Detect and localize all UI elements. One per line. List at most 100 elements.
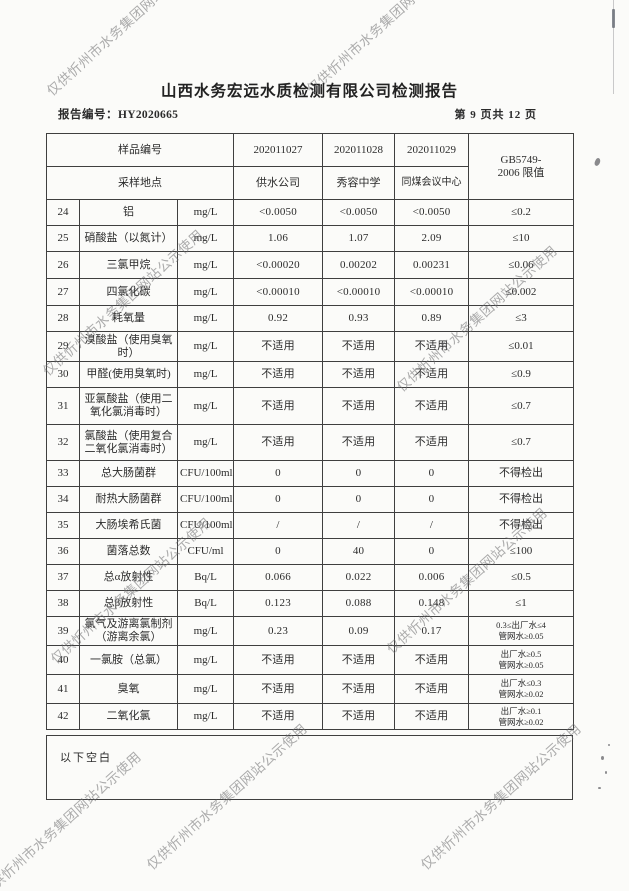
limit: 出厂水≤0.3 管网水≥0.02 <box>468 674 575 704</box>
report-meta: 报告编号：HY2020665 第 9 页共 12 页 <box>46 106 573 122</box>
value-sample-1: <0.00010 <box>233 278 324 306</box>
table-row: 31 亚氯酸盐（使用二 氧化氯消毒时） mg/L 不适用 不适用 不适用 ≤0.7 <box>46 387 575 425</box>
scan-artifact-speck <box>608 744 610 746</box>
limit: ≤0.7 <box>468 424 575 461</box>
unit: mg/L <box>176 251 235 279</box>
scan-artifact-speck <box>601 756 604 760</box>
value-sample-2: <0.00010 <box>322 278 396 306</box>
unit: CFU/100ml <box>176 460 235 487</box>
item-name: 大肠埃希氏菌 <box>79 512 178 539</box>
table-row: 28 耗氧量 mg/L 0.92 0.93 0.89 ≤3 <box>46 305 575 332</box>
item-name: 菌落总数 <box>79 538 178 565</box>
value-sample-2: 0 <box>322 486 396 513</box>
unit: mg/L <box>176 645 235 675</box>
limit: 出厂水≥0.5 管网水≥0.05 <box>468 645 575 675</box>
limit: ≤0.2 <box>468 199 575 226</box>
unit: Bq/L <box>176 590 235 617</box>
row-number: 41 <box>46 674 80 704</box>
value-sample-3: 不适用 <box>394 674 470 704</box>
unit: mg/L <box>176 361 235 388</box>
sample-id-1: 202011027 <box>233 133 324 167</box>
unit: mg/L <box>176 616 235 646</box>
limit: ≤10 <box>468 225 575 252</box>
results-table: 样品编号 202011027 202011028 202011029 GB574… <box>45 133 575 730</box>
limit: 0.3≤出厂水≤4 管网水≥0.05 <box>468 616 575 646</box>
value-sample-3: <0.0050 <box>394 199 470 226</box>
sample-id-2: 202011028 <box>322 133 396 167</box>
value-sample-3: 不适用 <box>394 387 470 425</box>
value-sample-1: 不适用 <box>233 387 324 425</box>
row-number: 26 <box>46 251 80 279</box>
sample-id-3: 202011029 <box>394 133 470 167</box>
table-header-row-sample-id: 样品编号 202011027 202011028 202011029 GB574… <box>45 133 575 200</box>
value-sample-2: 不适用 <box>322 331 396 362</box>
item-name: 耗氧量 <box>79 305 178 332</box>
row-number: 34 <box>46 486 80 513</box>
limit-header-cell: GB5749- 2006 限值 <box>468 133 575 200</box>
unit: mg/L <box>176 703 235 730</box>
limit: ≤0.5 <box>468 564 575 591</box>
location-1: 供水公司 <box>233 166 324 200</box>
unit: mg/L <box>176 225 235 252</box>
item-name: 氯气及游离氯制剂 （游离余氯） <box>79 616 178 646</box>
item-name: 溴酸盐（使用臭氧 时） <box>79 331 178 362</box>
unit: mg/L <box>176 674 235 704</box>
unit: mg/L <box>176 424 235 461</box>
limit: 不得检出 <box>468 486 575 513</box>
item-name: 臭氧 <box>79 674 178 704</box>
page-title: 山西水务宏远水质检测有限公司检测报告 <box>160 83 458 100</box>
value-sample-1: 不适用 <box>233 674 324 704</box>
value-sample-1: / <box>233 512 324 539</box>
value-sample-3: 不适用 <box>394 361 470 388</box>
value-sample-1: 1.06 <box>233 225 324 252</box>
value-sample-3: 0.006 <box>394 564 470 591</box>
sample-id-label-cell: 样品编号 <box>45 133 235 167</box>
value-sample-3: 0.00231 <box>394 251 470 279</box>
value-sample-1: 0 <box>233 538 324 565</box>
unit: mg/L <box>176 331 235 362</box>
value-sample-2: 0 <box>322 460 396 487</box>
item-name: 铝 <box>79 199 178 226</box>
scan-artifact-speck <box>593 157 602 167</box>
limit: ≤0.002 <box>468 278 575 306</box>
value-sample-2: 不适用 <box>322 361 396 388</box>
row-number: 39 <box>46 616 80 646</box>
value-sample-2: <0.0050 <box>322 199 396 226</box>
value-sample-3: 0 <box>394 460 470 487</box>
value-sample-3: 0.148 <box>394 590 470 617</box>
item-name: 四氯化碳 <box>79 278 178 306</box>
table-row: 34 耐热大肠菌群 CFU/100ml 0 0 0 不得检出 <box>46 486 575 513</box>
value-sample-3: / <box>394 512 470 539</box>
value-sample-1: <0.00020 <box>233 251 324 279</box>
row-number: 42 <box>46 703 80 730</box>
item-name: 二氧化氯 <box>79 703 178 730</box>
value-sample-3: 不适用 <box>394 645 470 675</box>
value-sample-3: 不适用 <box>394 424 470 461</box>
value-sample-1: 不适用 <box>233 424 324 461</box>
row-number: 37 <box>46 564 80 591</box>
value-sample-2: 不适用 <box>322 424 396 461</box>
row-number: 25 <box>46 225 80 252</box>
limit: ≤3 <box>468 305 575 332</box>
value-sample-2: 不适用 <box>322 703 396 730</box>
limit: ≤1 <box>468 590 575 617</box>
table-row: 41 臭氧 mg/L 不适用 不适用 不适用 出厂水≤0.3 管网水≥0.02 <box>46 674 575 704</box>
table-row: 36 菌落总数 CFU/ml 0 40 0 ≤100 <box>46 538 575 565</box>
value-sample-3: 不适用 <box>394 703 470 730</box>
blank-note: 以下空白 <box>60 752 112 764</box>
report-number-value: HY2020665 <box>118 109 179 121</box>
report-number-label: 报告编号： <box>58 109 118 121</box>
table-row: 40 一氯胺（总氯） mg/L 不适用 不适用 不适用 出厂水≥0.5 管网水≥0.05 <box>46 645 575 675</box>
row-number: 30 <box>46 361 80 388</box>
value-sample-1: <0.0050 <box>233 199 324 226</box>
scan-artifact-blob <box>612 9 615 28</box>
table-row: 24 铝 mg/L <0.0050 <0.0050 <0.0050 ≤0.2 <box>46 199 575 226</box>
limit: ≤0.01 <box>468 331 575 362</box>
value-sample-1: 不适用 <box>233 645 324 675</box>
table-row: 39 氯气及游离氯制剂 （游离余氯） mg/L 0.23 0.09 0.17 0.3≤出厂水… <box>46 616 575 646</box>
value-sample-2: 0.09 <box>322 616 396 646</box>
value-sample-1: 不适用 <box>233 361 324 388</box>
value-sample-2: 0.93 <box>322 305 396 332</box>
table-row: 26 三氯甲烷 mg/L <0.00020 0.00202 0.00231 ≤0.06 <box>46 251 575 279</box>
